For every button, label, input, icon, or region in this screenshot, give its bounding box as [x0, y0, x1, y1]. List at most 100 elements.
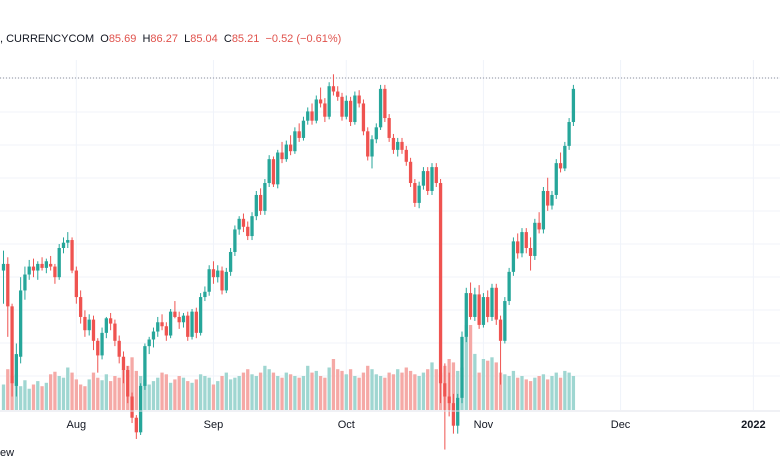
- volume-bar: [486, 360, 490, 410]
- volume-bar: [23, 380, 27, 410]
- volume-bar: [117, 377, 121, 410]
- candle: [70, 237, 74, 274]
- volume-bar: [173, 379, 177, 410]
- candle: [190, 309, 194, 340]
- volume-bar: [280, 377, 284, 410]
- volume-bar: [1, 384, 6, 410]
- candle: [44, 258, 48, 274]
- volume-bar: [186, 381, 190, 410]
- volume-bar: [348, 369, 353, 410]
- legend-change-value: −0.52 (−0.61%): [265, 33, 342, 45]
- volume-bar: [404, 367, 408, 410]
- legend-low-key: L: [184, 33, 191, 45]
- volume-bar: [507, 376, 511, 410]
- volume-bar: [147, 384, 151, 410]
- candle: [224, 267, 228, 294]
- candle: [567, 118, 571, 150]
- candle: [288, 135, 293, 156]
- volume-bar: [408, 370, 413, 410]
- volume-bar: [181, 377, 186, 410]
- volume-bar: [498, 372, 503, 410]
- candle: [494, 283, 498, 325]
- volume-bar: [323, 377, 327, 410]
- candle: [361, 99, 366, 136]
- candle: [160, 314, 164, 331]
- volume-bar: [396, 369, 400, 410]
- candle: [558, 152, 563, 173]
- candle: [57, 244, 61, 280]
- volume-bar: [567, 372, 571, 410]
- volume-bar: [27, 388, 31, 410]
- volume-bar: [224, 372, 228, 410]
- candle: [421, 167, 426, 190]
- candle: [353, 91, 357, 125]
- candle: [520, 228, 524, 258]
- candle: [426, 167, 430, 195]
- candle: [10, 303, 14, 397]
- volume-bar: [297, 377, 301, 410]
- candle: [104, 316, 108, 339]
- candle: [550, 190, 554, 210]
- candle: [310, 103, 314, 125]
- x-tick-label: Aug: [67, 419, 87, 431]
- candle: [503, 297, 507, 344]
- candle: [541, 187, 546, 234]
- candle: [490, 283, 494, 321]
- candle: [108, 312, 113, 331]
- candle: [134, 415, 138, 439]
- volume-bar: [36, 381, 40, 410]
- volume-bar: [344, 374, 348, 410]
- candle: [357, 90, 361, 108]
- footer-text: ew: [0, 447, 15, 459]
- candle: [100, 327, 104, 360]
- volume-bar: [96, 377, 100, 410]
- candle: [23, 266, 27, 300]
- candle: [186, 311, 190, 341]
- volume-bar: [481, 359, 486, 410]
- candle: [280, 141, 284, 164]
- candle: [524, 228, 528, 254]
- volume-bar: [160, 372, 164, 410]
- candle: [528, 237, 533, 271]
- volume-bar: [331, 359, 336, 410]
- volume-bar: [216, 381, 220, 410]
- volume-bar: [554, 372, 558, 410]
- volume-bar: [318, 376, 323, 410]
- volume-bar: [254, 376, 258, 410]
- volume-bar: [87, 379, 91, 410]
- candle: [516, 233, 520, 259]
- volume-bar: [233, 377, 237, 410]
- volume-bar: [113, 376, 117, 410]
- candle: [533, 218, 537, 260]
- candle: [391, 133, 396, 154]
- candle: [14, 343, 19, 397]
- volume-bar: [541, 374, 546, 410]
- candle: [66, 232, 70, 248]
- volume-bar: [194, 379, 198, 410]
- volume-bar: [378, 376, 383, 410]
- candle: [276, 149, 280, 189]
- candle: [6, 257, 10, 337]
- candle: [48, 255, 53, 271]
- volume-bar: [228, 379, 233, 410]
- candle: [254, 190, 258, 221]
- candle: [233, 225, 237, 256]
- candle: [250, 212, 254, 241]
- volume-bar: [164, 374, 168, 410]
- volume-bar: [417, 376, 421, 410]
- candle: [400, 137, 404, 154]
- volume-bar: [563, 370, 567, 410]
- candle: [198, 293, 203, 336]
- x-tick-label: 2022: [741, 419, 765, 431]
- candle: [228, 248, 233, 276]
- grid-lines: [0, 60, 780, 410]
- candle: [438, 179, 443, 404]
- volume-bar: [537, 376, 541, 410]
- candle: [156, 316, 160, 337]
- candle: [220, 266, 224, 295]
- volume-bar: [91, 372, 96, 410]
- candle: [507, 267, 511, 306]
- candle: [1, 250, 6, 304]
- volume-bar: [177, 376, 181, 410]
